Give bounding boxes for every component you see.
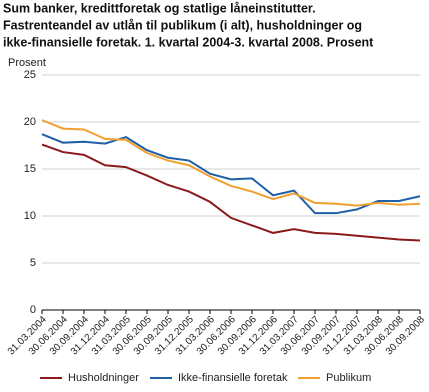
series-line [41, 143, 421, 242]
y-tick-label: 5 [30, 257, 36, 269]
y-axis-label: Prosent [8, 57, 46, 69]
legend-label: Publikum [326, 372, 371, 384]
legend-label: Husholdninger [68, 372, 139, 384]
y-tick-label: 20 [24, 116, 36, 128]
chart-title: Fastrenteandel av utlån til publikum (i … [3, 18, 362, 32]
series-line [41, 119, 421, 207]
y-tick-label: 0 [30, 304, 36, 316]
y-tick-label: 10 [24, 210, 36, 222]
chart-title: ikke-finansielle foretak. 1. kvartal 200… [3, 35, 374, 49]
series-line [41, 133, 421, 215]
y-tick-label: 25 [24, 69, 36, 81]
legend-label: Ikke-finansielle foretak [178, 372, 288, 384]
chart-title: Sum banker, kredittforetak og statlige l… [3, 1, 316, 15]
y-tick-label: 15 [24, 163, 36, 175]
